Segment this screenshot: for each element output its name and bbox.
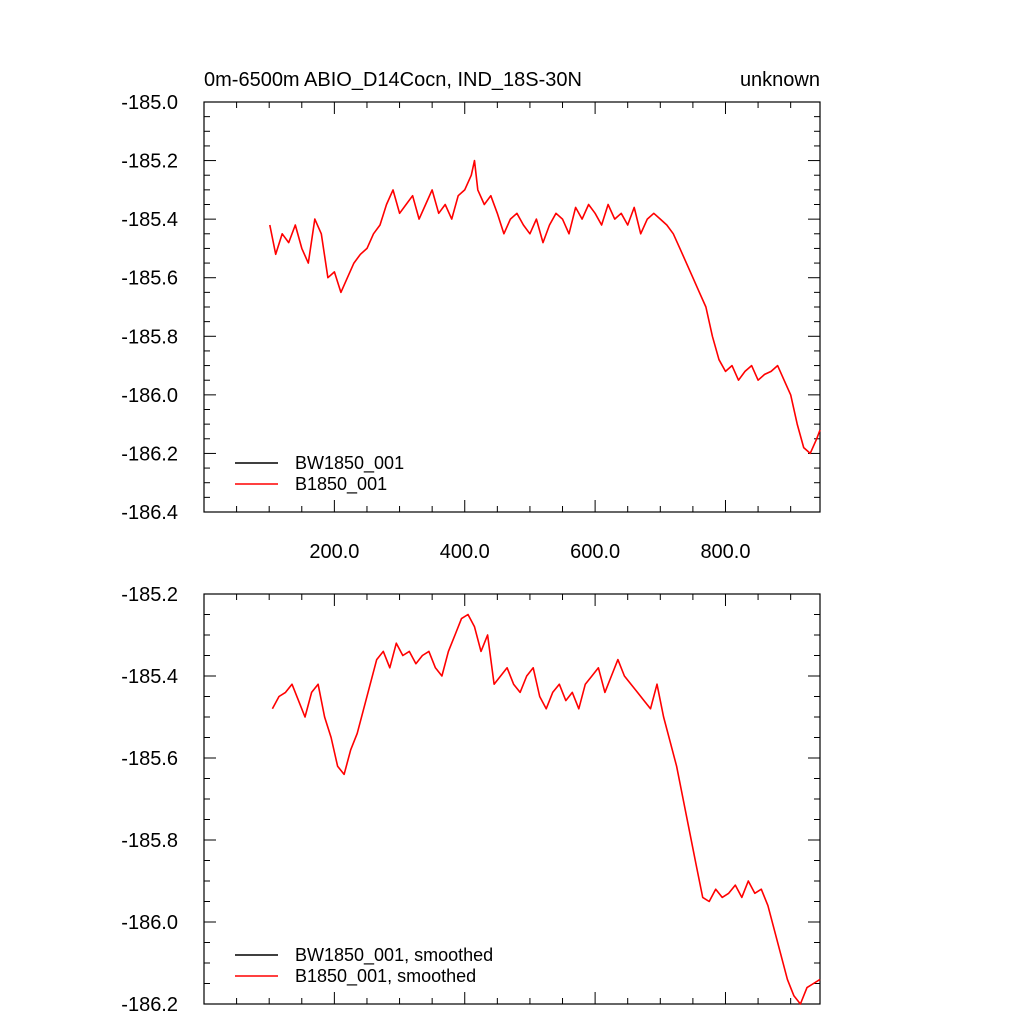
legend-label: BW1850_001, smoothed <box>295 945 493 966</box>
series-line-1 <box>271 613 821 1005</box>
y-tick-label: -186.2 <box>121 443 178 465</box>
plot-frame <box>203 593 821 1005</box>
x-tick-label: 200.0 <box>309 541 359 563</box>
x-tick-label: 600.0 <box>570 541 620 563</box>
chart-title-right: unknown <box>740 69 820 91</box>
legend-label: B1850_001 <box>295 474 387 495</box>
legend-label: BW1850_001 <box>295 453 404 474</box>
x-tick-label: 800.0 <box>700 541 750 563</box>
y-tick-label: -186.0 <box>121 912 178 934</box>
chart-title-left: 0m-6500m ABIO_D14Cocn, IND_18S-30N <box>204 69 582 91</box>
y-tick-label: -186.2 <box>121 994 178 1016</box>
top-panel: 200.0 400.0 600.0 800.0 -185.0 -185.2 -185.4 -1… <box>121 92 821 563</box>
y-tick-label: -185.2 <box>121 584 178 606</box>
bottom-panel: -185.2 -185.4 -185.6 -185.8 -186.0 -186.2 BW18… <box>121 584 821 1016</box>
y-tick-label: -186.0 <box>121 385 178 407</box>
y-tick-label: -185.6 <box>121 268 178 290</box>
y-tick-label: -185.8 <box>121 830 178 852</box>
y-tick-label: -185.0 <box>121 92 178 114</box>
y-tick-label: -185.6 <box>121 748 178 770</box>
y-tick-label: -185.4 <box>121 209 178 231</box>
plot-frame <box>203 101 821 513</box>
y-tick-label: -186.4 <box>121 502 178 524</box>
series-line-1 <box>269 159 821 455</box>
x-tick-label: 400.0 <box>440 541 490 563</box>
legend-label: B1850_001, smoothed <box>295 966 476 987</box>
y-tick-label: -185.4 <box>121 666 178 688</box>
y-tick-label: -185.8 <box>121 326 178 348</box>
y-tick-label: -185.2 <box>121 151 178 173</box>
